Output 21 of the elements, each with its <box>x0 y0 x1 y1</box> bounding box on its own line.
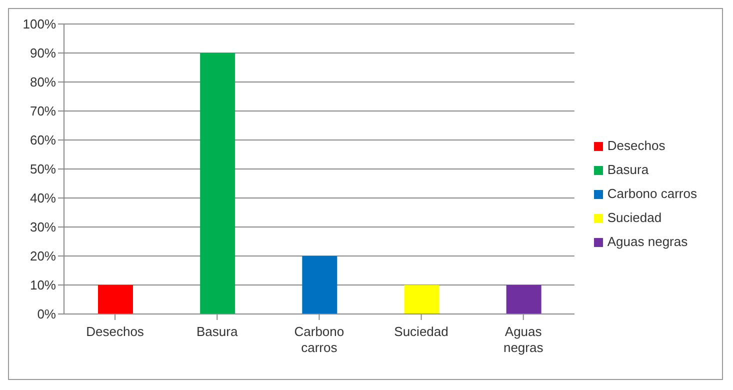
legend-label: Desechos <box>607 138 666 153</box>
y-tick-label: 70% <box>30 104 56 119</box>
y-tick-label: 60% <box>30 132 56 148</box>
legend-label: Carbono carros <box>607 186 697 201</box>
x-tick-label: Desechos <box>86 324 144 339</box>
legend-label: Aguas negras <box>607 234 688 249</box>
y-tick-label: 100% <box>22 16 56 32</box>
y-tick-label: 80% <box>30 74 56 90</box>
y-tick-label: 50% <box>30 162 56 177</box>
y-tick-label: 10% <box>30 278 56 293</box>
y-tick-label: 20% <box>30 248 56 264</box>
x-tick-label: Basura <box>196 324 238 339</box>
legend-label: Suciedad <box>607 210 662 225</box>
y-tick-label: 0% <box>37 306 56 322</box>
y-tick-label: 90% <box>30 46 56 61</box>
legend-label: Basura <box>607 162 649 177</box>
y-tick-label: 40% <box>30 190 56 206</box>
x-tick-label: Aguas negras <box>503 324 544 355</box>
x-tick-label: Carbono carros <box>294 324 344 355</box>
y-tick-label: 30% <box>30 220 56 235</box>
x-tick-label: Suciedad <box>394 324 448 339</box>
